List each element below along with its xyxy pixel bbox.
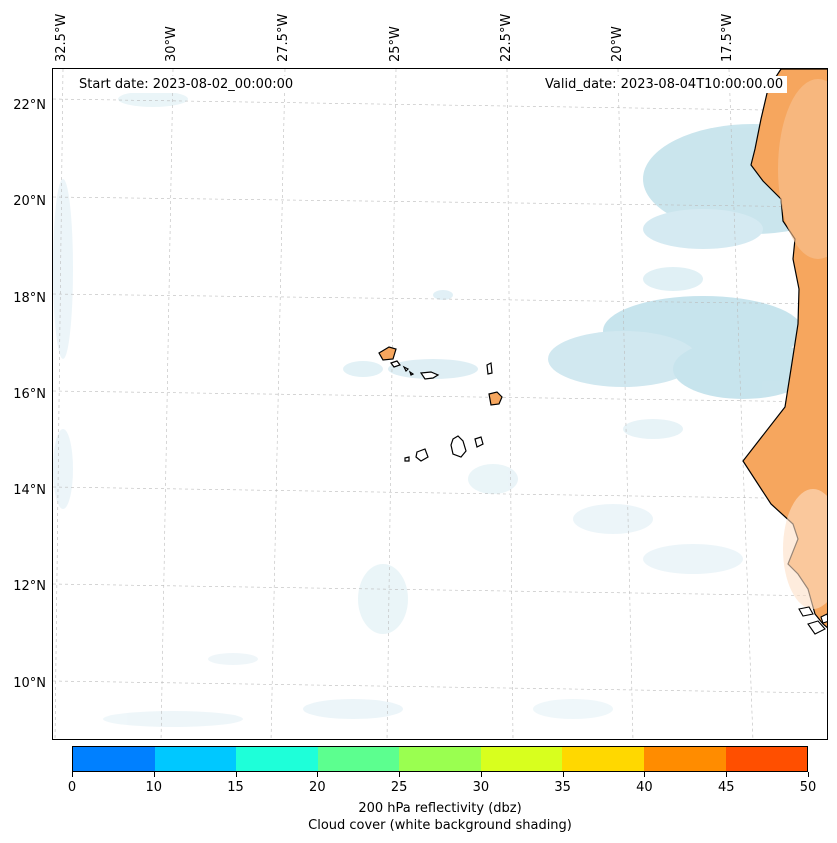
lat-label: 20°N — [13, 194, 46, 209]
cloud-patch — [643, 209, 763, 249]
lon-label: 30°W — [164, 26, 179, 62]
colorbar-tick — [235, 772, 237, 777]
colorbar-subtitle: Cloud cover (white background shading) — [308, 818, 572, 833]
gridline-lat — [53, 583, 827, 597]
colorbar-segment — [643, 747, 726, 771]
cloud-patch — [53, 179, 73, 359]
colorbar-tick-label: 25 — [390, 780, 408, 795]
colorbar-segment — [154, 747, 237, 771]
island — [415, 448, 429, 462]
colorbar-segment — [317, 747, 400, 771]
cloud-patch — [548, 331, 698, 387]
cloud-patch — [533, 699, 613, 719]
cloud-cover-layer — [53, 91, 827, 727]
land-shade — [783, 489, 827, 609]
lon-label: 20°W — [610, 26, 625, 62]
cloud-patch — [208, 653, 258, 665]
lat-label: 18°N — [13, 291, 46, 306]
colorbar-tick — [726, 772, 728, 777]
cloud-patch — [118, 91, 188, 107]
island — [486, 362, 493, 375]
cloud-patch — [53, 429, 73, 509]
island — [488, 391, 503, 406]
gridline-lon — [728, 69, 754, 739]
colorbar-tick — [808, 772, 809, 777]
valid-date-label: Valid_date: 2023-08-04T10:00:00.00 — [541, 76, 788, 93]
colorbar-segment — [480, 747, 563, 771]
island — [419, 371, 440, 380]
gridline-lon — [617, 69, 634, 739]
cloud-patch — [103, 711, 243, 727]
coastal-islands — [798, 606, 827, 635]
colorbar-tick-label: 10 — [145, 780, 163, 795]
island — [408, 370, 415, 376]
island — [404, 456, 410, 462]
colorbar-segment — [73, 747, 155, 771]
colorbar-tick-label: 35 — [554, 780, 571, 795]
cloud-patch — [468, 464, 518, 494]
colorbar-segment — [562, 747, 644, 771]
island — [798, 606, 814, 617]
colorbar-tick-label: 0 — [67, 780, 77, 795]
colorbar-tick — [153, 772, 155, 777]
cloud-patch — [303, 699, 403, 719]
land-shade — [778, 79, 827, 259]
island — [378, 346, 397, 361]
cape-verde-islands — [378, 346, 503, 462]
lon-label: 17.5°W — [720, 13, 735, 62]
cloud-patch — [623, 419, 683, 439]
cloud-patch — [643, 267, 703, 291]
colorbar-tick — [644, 772, 646, 777]
lat-label: 14°N — [13, 483, 46, 498]
lat-label: 10°N — [13, 676, 46, 691]
colorbar-tick-label: 15 — [227, 780, 244, 795]
colorbar-tick-label: 30 — [472, 780, 490, 795]
island — [450, 435, 467, 458]
colorbar-tick-label: 40 — [636, 780, 653, 795]
lat-label: 16°N — [13, 387, 46, 402]
map-panel — [52, 68, 828, 740]
colorbar-tick — [480, 772, 482, 777]
colorbar-tick — [72, 772, 73, 777]
gridline-lat — [53, 680, 827, 694]
colorbar-segment — [236, 747, 318, 771]
colorbar — [72, 746, 808, 772]
lon-label: 32.5°W — [54, 13, 69, 62]
colorbar-tick-label: 20 — [309, 780, 326, 795]
cloud-patch — [343, 361, 383, 377]
island — [474, 436, 484, 448]
island — [807, 620, 826, 635]
island — [390, 360, 401, 368]
cloud-patch — [643, 544, 743, 574]
colorbar-tick — [399, 772, 401, 777]
gridline-lon — [270, 69, 286, 739]
island — [820, 613, 827, 624]
colorbar-tick-label: 50 — [799, 780, 817, 795]
start-date-label: Start date: 2023-08-02_00:00:00 — [75, 76, 298, 93]
colorbar-title: 200 hPa reflectivity (dbz) — [358, 801, 522, 816]
map-canvas — [53, 69, 827, 739]
colorbar-tick — [562, 772, 564, 777]
cloud-patch — [573, 504, 653, 534]
colorbar-segment — [725, 747, 808, 771]
colorbar-tick — [317, 772, 319, 777]
lon-label: 22.5°W — [499, 13, 514, 62]
gridline-lon — [386, 69, 397, 739]
gridline-lon — [506, 69, 514, 739]
cloud-patch — [433, 290, 453, 300]
lat-label: 22°N — [13, 98, 46, 113]
graticule — [53, 69, 827, 739]
gridline-lat — [53, 486, 827, 500]
colorbar-segment — [399, 747, 481, 771]
gridline-lon — [160, 69, 174, 739]
cloud-patch — [673, 339, 813, 399]
lat-label: 12°N — [13, 579, 46, 594]
lon-label: 25°W — [388, 26, 403, 62]
colorbar-tick-label: 45 — [717, 780, 735, 795]
island — [402, 365, 410, 373]
cloud-patch — [358, 564, 408, 634]
lon-label: 27.5°W — [276, 13, 291, 62]
gridline-lon — [54, 69, 64, 739]
